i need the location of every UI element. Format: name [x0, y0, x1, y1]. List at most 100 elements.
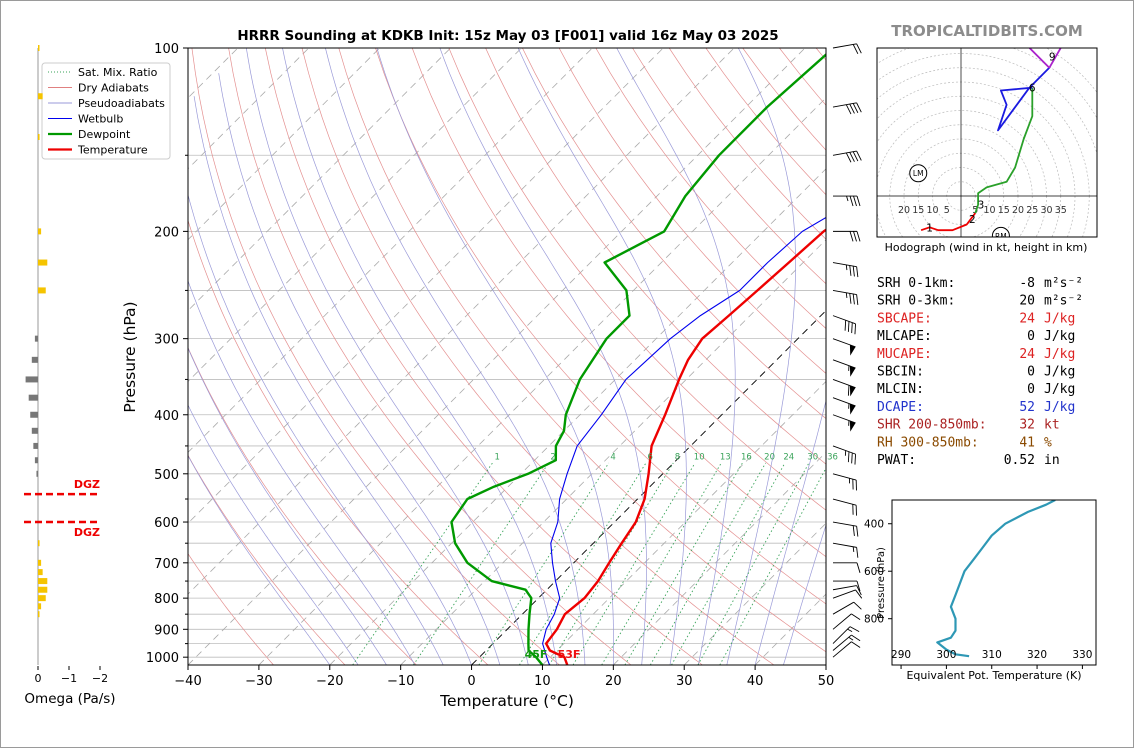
omega-bar — [38, 540, 40, 547]
omega-bar — [38, 93, 43, 100]
y-tick-label: 900 — [154, 623, 179, 638]
index-value: 0 — [1027, 382, 1035, 397]
isotherm-line — [188, 48, 735, 595]
isotherm-line — [683, 522, 826, 665]
mixing-ratio-label: 8 — [675, 452, 680, 462]
theta-e-frame — [891, 499, 1097, 666]
wind-barb — [832, 359, 856, 377]
theta-e-y-tick-label: 800 — [864, 614, 884, 626]
y-tick-label: 200 — [154, 225, 179, 240]
omega-bar — [38, 569, 43, 576]
index-label: SBCAPE: — [877, 311, 932, 326]
index-value: 24 — [1019, 347, 1035, 362]
theta-e-x-tick-label: 330 — [1072, 649, 1092, 661]
mixing-ratio-label: 4 — [610, 452, 615, 462]
pseudoadiabat — [188, 347, 387, 665]
dry-adiabat — [301, 48, 775, 665]
x-tick-label: −10 — [387, 674, 414, 689]
dgz-label: DGZ — [74, 526, 100, 539]
skewt-tick-labels: −40 −30 −20 −10 0 10 20 30 40 50 100 200 300 400 500 60… — [146, 42, 834, 689]
dgz-label: DGZ — [74, 478, 100, 491]
wind-barb — [833, 195, 861, 207]
theta-e-plot — [936, 500, 1056, 658]
wind-barb — [832, 473, 857, 491]
omega-bar — [38, 259, 48, 266]
hodograph-segment — [974, 87, 1034, 214]
omega-axis-label: Omega (Pa/s) — [24, 691, 115, 707]
x-tick-label: −40 — [174, 674, 201, 689]
wetbulb-trace — [542, 216, 826, 665]
wind-barb — [832, 338, 856, 356]
omega-bar — [25, 376, 38, 383]
zero-isotherm — [471, 309, 826, 665]
dewpoint-trace — [450, 52, 826, 665]
omega-tick-label: 0 — [35, 672, 42, 685]
hodograph-ring-label: 30 — [1040, 205, 1052, 216]
y-tick-label: 400 — [154, 409, 179, 424]
hodograph-height-label: 3 — [978, 200, 985, 212]
index-label: SRH 0-1km: — [877, 276, 955, 291]
hodograph-ring-label: 15 — [912, 205, 924, 216]
omega-bar — [28, 394, 38, 401]
index-value: 20 — [1019, 294, 1035, 309]
wind-barb — [832, 601, 862, 615]
hodograph-ring-label: 25 — [1026, 205, 1038, 216]
index-unit: J/kg — [1044, 400, 1075, 415]
dry-adiabat — [411, 48, 826, 558]
pseudoadiabat — [218, 73, 501, 665]
dry-adiabat — [188, 219, 489, 665]
wind-barb — [832, 585, 862, 596]
index-value: 32 — [1019, 418, 1035, 433]
dry-adiabat — [558, 48, 826, 374]
pseudoadiabat — [616, 48, 736, 665]
wind-barb — [833, 562, 861, 573]
storm-motion-marker — [909, 164, 928, 183]
omega-bar — [38, 228, 42, 235]
index-label: MLCIN: — [877, 382, 924, 397]
legend-label: Dewpoint — [78, 128, 131, 141]
mixing-ratio-label: 24 — [783, 452, 794, 462]
hodograph-ring-label: 20 — [898, 205, 910, 216]
isotherm-line — [542, 380, 826, 665]
wind-barb — [832, 542, 859, 558]
wind-barb — [832, 289, 859, 306]
index-label: PWAT: — [877, 453, 916, 468]
omega-bar — [38, 595, 46, 602]
hodograph-ring-label: 10 — [926, 205, 938, 216]
wind-barb — [832, 589, 863, 599]
dry-adiabat — [188, 553, 274, 665]
x-tick-label: 40 — [747, 674, 764, 689]
index-label: MUCAPE: — [877, 347, 932, 362]
hodograph-height-label: 2 — [969, 214, 976, 226]
dry-adiabat — [338, 48, 826, 653]
dry-adiabat — [264, 48, 703, 665]
index-row: MLCAPE: 0 J/kg — [877, 329, 1075, 344]
hodograph-trace: 1 23 6 9 LM RM — [909, 48, 1062, 241]
dry-adiabat — [779, 48, 826, 106]
mixing-ratio-label: 2 — [550, 452, 555, 462]
pseudoadiabat — [726, 48, 796, 665]
storm-motion-label: RM — [995, 232, 1007, 241]
index-row: DCAPE: 52 J/kg — [877, 400, 1075, 415]
hodograph-rings: 20 15 10 5 5 10 15 20 25 30 35 — [877, 48, 1097, 237]
wind-barb — [832, 521, 859, 537]
theta-e-x-tick-label: 320 — [1027, 649, 1047, 661]
isotherm-line — [188, 48, 806, 665]
x-axis-label: Temperature (°C) — [439, 692, 574, 710]
wind-barbs — [832, 43, 863, 658]
mixing-ratio-line — [352, 462, 493, 665]
index-row: SBCIN: 0 J/kg — [877, 365, 1075, 380]
wind-barb — [832, 626, 860, 644]
theta-e-trace — [936, 500, 1056, 658]
x-tick-label: −20 — [316, 674, 343, 689]
index-value: 0 — [1027, 365, 1035, 380]
dry-adiabat — [228, 48, 632, 665]
y-tick-label: 500 — [154, 468, 179, 483]
wind-barb — [833, 230, 861, 242]
hodograph-height-label: 9 — [1049, 51, 1056, 63]
pseudoadiabat — [188, 193, 444, 665]
surface-temp-label: 53F — [558, 648, 581, 661]
index-unit: J/kg — [1044, 311, 1075, 326]
temperature-trace — [544, 228, 826, 665]
pseudoadiabat — [188, 454, 331, 665]
